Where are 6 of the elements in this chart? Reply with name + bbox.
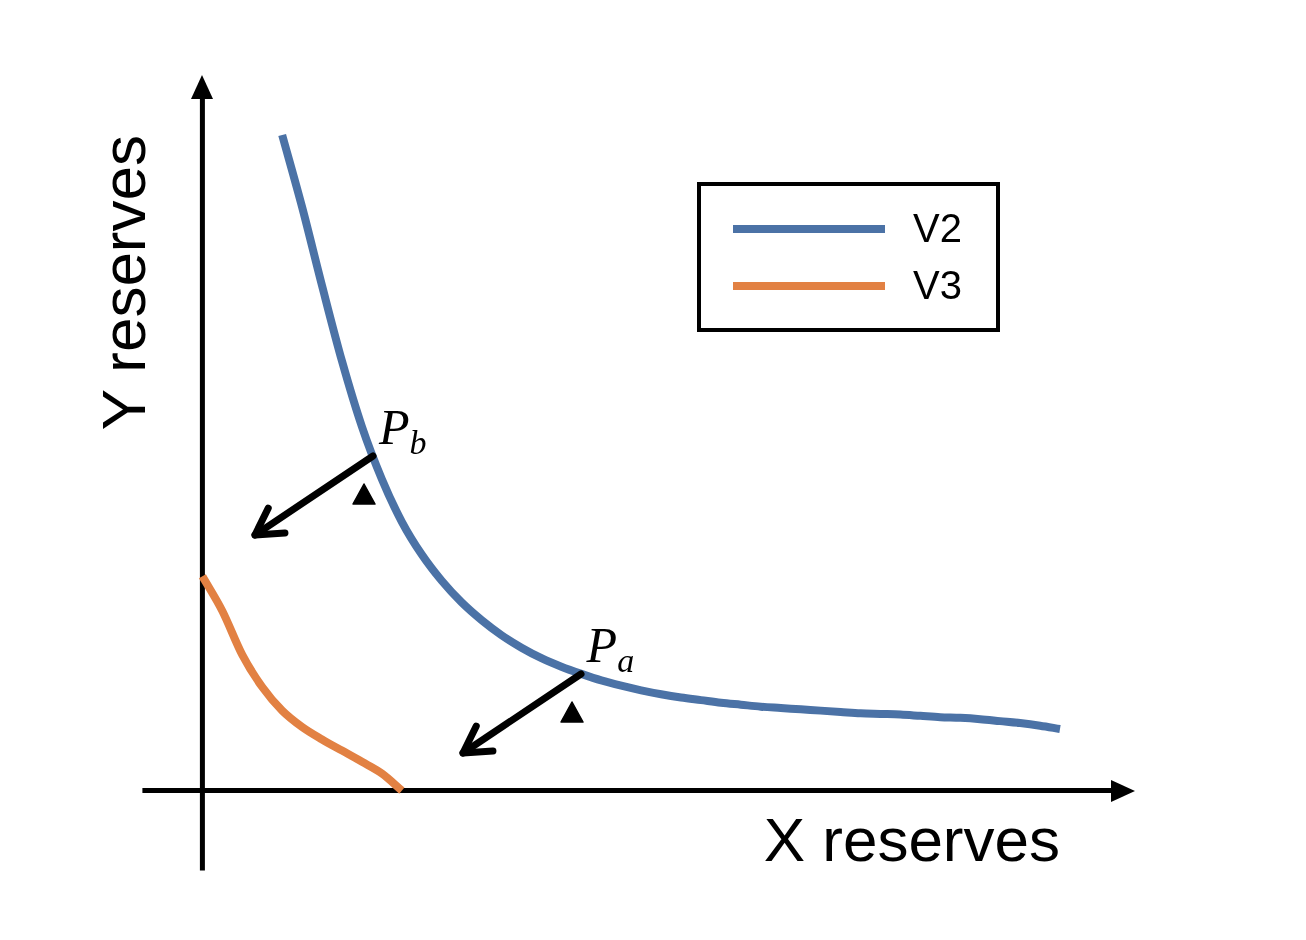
legend-label: V2 xyxy=(913,206,962,251)
x-axis-title: X reserves xyxy=(763,804,1060,874)
annotation: P$_{a}$ xyxy=(586,616,635,679)
annotation: P$_{b}$ xyxy=(379,398,427,462)
y-axis-title: Y reserves xyxy=(89,135,159,431)
legend-label: V3 xyxy=(913,263,962,308)
